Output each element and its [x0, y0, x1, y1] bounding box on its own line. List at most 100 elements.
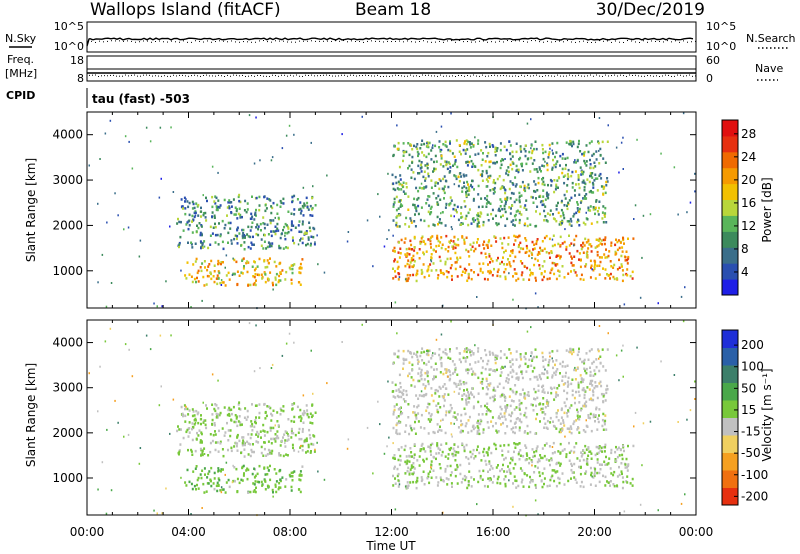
velocity-cell	[281, 476, 284, 479]
power-cell	[224, 284, 227, 287]
power-cell	[227, 221, 230, 225]
velocity-cell	[442, 396, 445, 400]
power-cell	[468, 208, 471, 211]
power-cell	[458, 180, 461, 183]
power-cell	[514, 239, 517, 242]
velocity-noise-cell	[430, 466, 432, 469]
velocity-cell	[195, 409, 198, 413]
velocity-cell	[233, 445, 236, 448]
nsearch-dot	[691, 41, 692, 43]
velocity-cell	[534, 432, 537, 435]
nsearch-dot	[363, 41, 364, 43]
nave-dot	[518, 75, 519, 77]
nsearch-dot	[211, 41, 212, 43]
power-cell	[272, 201, 275, 205]
velocity-cell	[550, 475, 553, 479]
power-cell	[487, 180, 490, 183]
power-cell	[584, 265, 587, 268]
nsky-panel	[86, 21, 697, 53]
power-cell	[199, 240, 202, 243]
power-cell	[585, 263, 588, 266]
power-cell	[441, 211, 444, 214]
nsearch-dot	[427, 41, 428, 43]
power-cell	[398, 241, 400, 244]
velocity-cell	[572, 350, 575, 354]
velocity-cell	[205, 426, 208, 430]
velocity-cell	[596, 458, 599, 461]
power-cell	[510, 207, 512, 210]
velocity-cell	[565, 371, 567, 375]
nsearch-dot	[411, 41, 412, 43]
power-cell	[484, 197, 486, 200]
power-noise-cell	[160, 177, 162, 180]
velocity-cell	[213, 424, 216, 427]
velocity-cell	[267, 440, 270, 443]
power-cell	[562, 175, 565, 178]
velocity-noise-cell	[396, 332, 398, 335]
velocity-cell	[525, 415, 528, 419]
velocity-cell	[265, 414, 268, 418]
velocity-cell	[587, 454, 590, 457]
velocity-cell	[405, 389, 408, 393]
velocity-cell	[478, 469, 481, 473]
power-cell	[585, 193, 588, 196]
velocity-cell	[257, 432, 260, 436]
power-cell	[476, 225, 479, 228]
velocity-cell	[207, 472, 210, 476]
power-noise-cell	[396, 124, 398, 127]
power-cell	[199, 266, 202, 269]
power-cell	[416, 251, 419, 255]
velocity-cell	[531, 403, 534, 407]
power-cell	[432, 248, 435, 251]
power-cell	[309, 244, 312, 247]
power-noise-cell	[284, 234, 286, 237]
power-cell	[477, 212, 480, 215]
nave-dot	[407, 75, 408, 77]
velocity-cell	[594, 484, 597, 487]
power-cell	[457, 238, 460, 241]
velocity-cell	[578, 459, 581, 462]
power-cell	[203, 284, 206, 287]
power-cell	[576, 207, 579, 210]
velocity-cell	[577, 383, 580, 387]
velocity-cell	[554, 470, 557, 474]
site-title: Wallops Island (fitACF)	[90, 0, 281, 20]
velocity-cell	[627, 463, 630, 466]
power-noise-cell	[440, 212, 442, 215]
power-cell	[311, 206, 314, 210]
velocity-cell	[423, 427, 426, 430]
nave-dot	[551, 75, 552, 77]
power-cell	[492, 217, 494, 220]
velocity-cell	[437, 451, 440, 455]
nsearch-dot	[371, 40, 372, 42]
nsearch-dot	[103, 41, 104, 43]
velocity-cell	[536, 445, 539, 448]
power-cell	[504, 188, 507, 192]
velocity-cell	[548, 459, 551, 462]
velocity-cell	[249, 425, 252, 428]
colorbar-segment	[722, 365, 738, 383]
power-cell	[426, 166, 429, 170]
velocity-cell	[399, 459, 402, 462]
velocity-cell	[460, 429, 463, 432]
power-cell	[453, 162, 456, 166]
power-cell	[491, 274, 494, 277]
power-cell	[536, 238, 539, 241]
power-cell	[527, 186, 530, 190]
nave-dot	[455, 75, 456, 77]
velocity-cell	[285, 431, 288, 434]
velocity-noise-cell	[404, 485, 407, 488]
velocity-cell	[530, 352, 533, 355]
cpid-value: tau (fast) -503	[92, 92, 190, 106]
power-noise-cell	[372, 265, 374, 268]
velocity-cell	[518, 402, 521, 406]
power-cell	[580, 258, 582, 261]
velocity-cell	[274, 485, 277, 488]
velocity-cell	[425, 372, 428, 375]
velocity-cell	[483, 447, 486, 451]
power-cell	[257, 233, 260, 237]
power-cell	[589, 276, 592, 279]
nsearch-dot	[251, 41, 252, 43]
nave-dot	[545, 75, 546, 77]
velocity-cell	[570, 431, 573, 435]
